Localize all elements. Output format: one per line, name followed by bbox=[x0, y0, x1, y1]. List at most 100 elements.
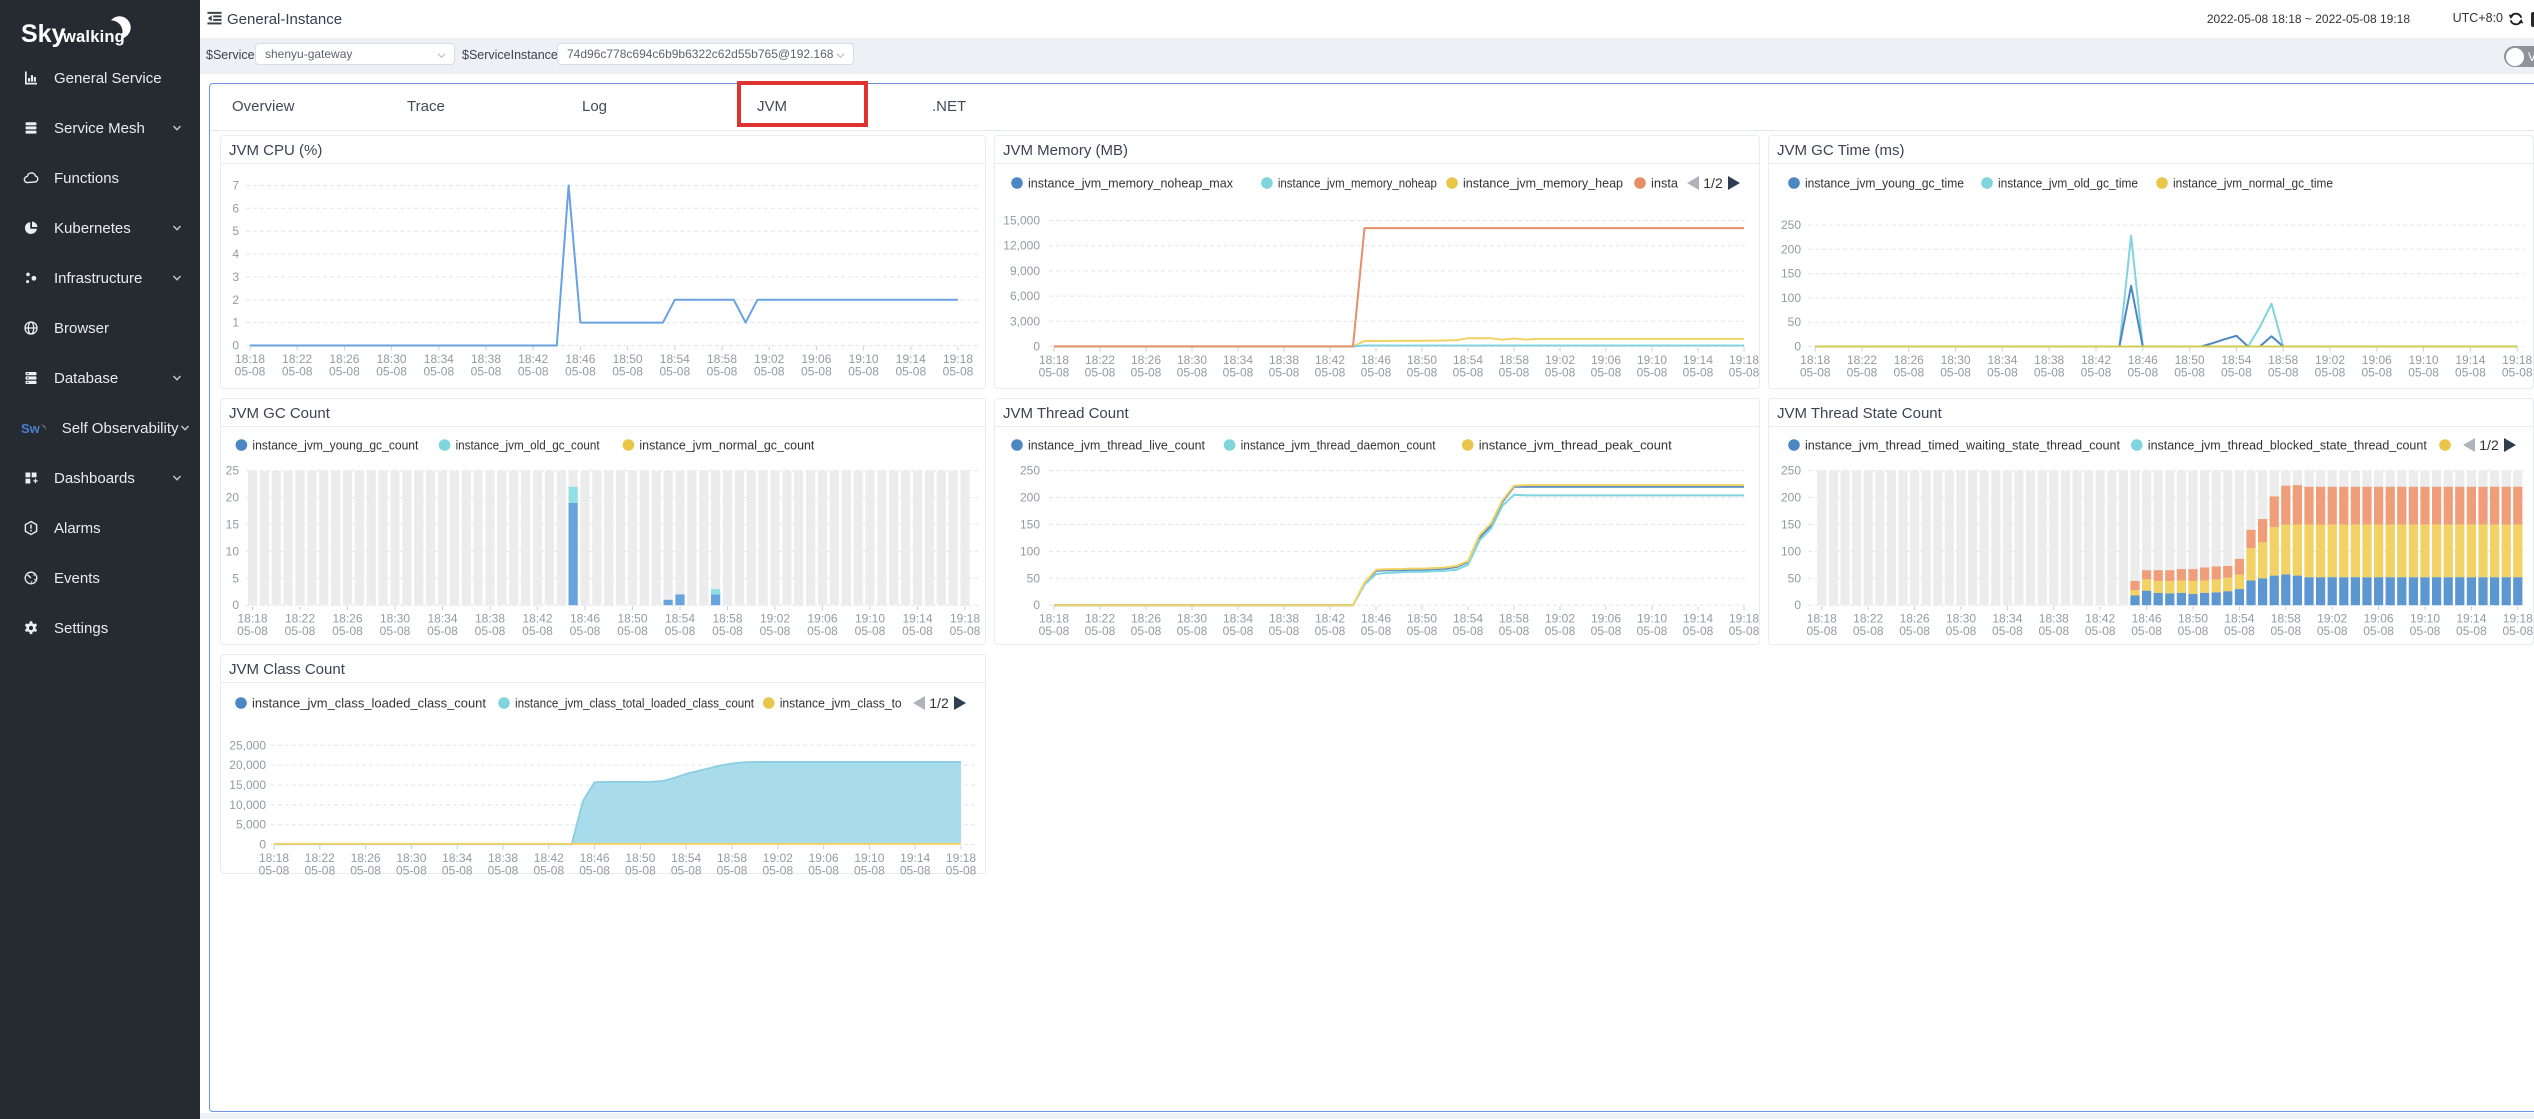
svg-text:18:54: 18:54 bbox=[671, 851, 701, 865]
svg-text:05-08: 05-08 bbox=[1361, 366, 1392, 380]
svg-text:19:18: 19:18 bbox=[950, 612, 980, 626]
svg-text:0: 0 bbox=[1794, 340, 1801, 354]
svg-text:05-08: 05-08 bbox=[902, 624, 933, 638]
svg-text:instance_jvm_class_loaded_clas: instance_jvm_class_loaded_class_count bbox=[252, 696, 486, 711]
svg-text:instance_jvm_class_to: instance_jvm_class_to bbox=[780, 696, 902, 711]
svg-text:18:46: 18:46 bbox=[1361, 612, 1391, 626]
svg-text:25: 25 bbox=[226, 464, 240, 478]
svg-text:05-08: 05-08 bbox=[671, 864, 702, 878]
svg-text:19:18: 19:18 bbox=[1729, 353, 1759, 367]
svg-text:19:10: 19:10 bbox=[1637, 353, 1667, 367]
svg-text:instance_jvm_memory_heap: instance_jvm_memory_heap bbox=[1463, 176, 1623, 191]
svg-text:18:22: 18:22 bbox=[282, 352, 312, 366]
svg-text:18:42: 18:42 bbox=[2081, 353, 2111, 367]
svg-text:05-08: 05-08 bbox=[1946, 624, 1977, 638]
svg-text:19:02: 19:02 bbox=[2315, 353, 2345, 367]
svg-text:05-08: 05-08 bbox=[1499, 366, 1530, 380]
svg-text:05-08: 05-08 bbox=[2174, 366, 2205, 380]
svg-text:18:34: 18:34 bbox=[1992, 612, 2022, 626]
svg-text:18:18: 18:18 bbox=[237, 612, 267, 626]
svg-text:18:42: 18:42 bbox=[518, 352, 548, 366]
svg-text:18:50: 18:50 bbox=[1407, 353, 1437, 367]
svg-text:15: 15 bbox=[226, 517, 240, 531]
svg-text:instance_jvm_class_total_loade: instance_jvm_class_total_loaded_class_co… bbox=[515, 696, 754, 711]
svg-text:0: 0 bbox=[259, 838, 266, 852]
svg-text:0: 0 bbox=[1033, 340, 1040, 354]
svg-text:05-08: 05-08 bbox=[442, 864, 473, 878]
svg-text:18:30: 18:30 bbox=[380, 612, 410, 626]
svg-text:6: 6 bbox=[232, 201, 239, 215]
svg-text:100: 100 bbox=[1781, 291, 1801, 305]
svg-text:instance_jvm_young_gc_time: instance_jvm_young_gc_time bbox=[1805, 176, 1964, 191]
svg-text:05-08: 05-08 bbox=[2131, 624, 2162, 638]
svg-text:15,000: 15,000 bbox=[229, 778, 266, 792]
svg-text:05-08: 05-08 bbox=[1853, 624, 1884, 638]
svg-text:05-08: 05-08 bbox=[237, 624, 268, 638]
svg-text:18:50: 18:50 bbox=[613, 352, 643, 366]
svg-text:05-08: 05-08 bbox=[1591, 624, 1622, 638]
svg-text:05-08: 05-08 bbox=[754, 365, 785, 379]
svg-text:05-08: 05-08 bbox=[2455, 366, 2486, 380]
svg-text:05-08: 05-08 bbox=[665, 624, 696, 638]
svg-text:19:14: 19:14 bbox=[2456, 612, 2486, 626]
svg-text:05-08: 05-08 bbox=[1637, 366, 1668, 380]
svg-text:05-08: 05-08 bbox=[427, 624, 458, 638]
svg-text:05-08: 05-08 bbox=[2221, 366, 2252, 380]
svg-text:18:58: 18:58 bbox=[2271, 612, 2301, 626]
svg-text:4: 4 bbox=[232, 247, 239, 261]
svg-text:19:02: 19:02 bbox=[754, 352, 784, 366]
svg-text:05-08: 05-08 bbox=[1806, 624, 1837, 638]
svg-text:1: 1 bbox=[232, 316, 239, 330]
svg-text:05-08: 05-08 bbox=[900, 864, 931, 878]
svg-text:5: 5 bbox=[232, 224, 239, 238]
svg-text:18:34: 18:34 bbox=[1223, 612, 1253, 626]
svg-text:19:06: 19:06 bbox=[1591, 353, 1621, 367]
svg-text:05-08: 05-08 bbox=[659, 365, 690, 379]
svg-text:05-08: 05-08 bbox=[1545, 624, 1576, 638]
svg-text:05-08: 05-08 bbox=[2127, 366, 2158, 380]
svg-text:18:38: 18:38 bbox=[475, 612, 505, 626]
svg-text:instance_jvm_thread_timed_wait: instance_jvm_thread_timed_waiting_state_… bbox=[1805, 438, 2120, 453]
svg-text:05-08: 05-08 bbox=[2085, 624, 2116, 638]
svg-text:05-08: 05-08 bbox=[760, 624, 791, 638]
svg-text:19:06: 19:06 bbox=[807, 612, 837, 626]
svg-text:19:02: 19:02 bbox=[1545, 353, 1575, 367]
svg-text:18:54: 18:54 bbox=[2221, 353, 2251, 367]
svg-text:05-08: 05-08 bbox=[332, 624, 363, 638]
svg-text:05-08: 05-08 bbox=[1453, 366, 1484, 380]
svg-text:05-08: 05-08 bbox=[533, 864, 564, 878]
svg-text:05-08: 05-08 bbox=[895, 365, 926, 379]
svg-text:instance_jvm_thread_live_count: instance_jvm_thread_live_count bbox=[1028, 438, 1205, 453]
svg-text:12,000: 12,000 bbox=[1003, 239, 1040, 253]
svg-text:05-08: 05-08 bbox=[801, 365, 832, 379]
svg-text:19:18: 19:18 bbox=[943, 352, 973, 366]
svg-text:instance_jvm_old_gc_count: instance_jvm_old_gc_count bbox=[456, 438, 600, 453]
svg-text:05-08: 05-08 bbox=[259, 864, 290, 878]
svg-text:05-08: 05-08 bbox=[579, 864, 610, 878]
svg-text:18:18: 18:18 bbox=[1039, 612, 1069, 626]
svg-text:18:26: 18:26 bbox=[1894, 353, 1924, 367]
svg-text:05-08: 05-08 bbox=[717, 864, 748, 878]
svg-text:19:10: 19:10 bbox=[849, 352, 879, 366]
svg-text:18:50: 18:50 bbox=[625, 851, 655, 865]
svg-text:5: 5 bbox=[232, 571, 239, 585]
svg-text:05-08: 05-08 bbox=[2038, 624, 2069, 638]
svg-text:18:34: 18:34 bbox=[1987, 353, 2017, 367]
svg-text:05-08: 05-08 bbox=[423, 365, 454, 379]
svg-text:instance_jvm_normal_gc_time: instance_jvm_normal_gc_time bbox=[2173, 176, 2333, 191]
svg-text:18:54: 18:54 bbox=[1453, 612, 1483, 626]
svg-text:18:30: 18:30 bbox=[1177, 612, 1207, 626]
svg-text:7: 7 bbox=[232, 179, 239, 193]
svg-text:instance_jvm_thread_daemon_cou: instance_jvm_thread_daemon_count bbox=[1241, 438, 1436, 453]
svg-text:05-08: 05-08 bbox=[1223, 366, 1254, 380]
svg-text:05-08: 05-08 bbox=[1899, 624, 1930, 638]
svg-text:1/2: 1/2 bbox=[1703, 175, 1723, 191]
svg-text:50: 50 bbox=[1027, 571, 1041, 585]
svg-text:25,000: 25,000 bbox=[229, 738, 266, 752]
svg-text:18:22: 18:22 bbox=[1085, 612, 1115, 626]
svg-text:18:42: 18:42 bbox=[2085, 612, 2115, 626]
svg-text:15,000: 15,000 bbox=[1003, 214, 1040, 228]
svg-text:18:30: 18:30 bbox=[377, 352, 407, 366]
svg-text:18:26: 18:26 bbox=[332, 612, 362, 626]
svg-text:19:06: 19:06 bbox=[2362, 353, 2392, 367]
